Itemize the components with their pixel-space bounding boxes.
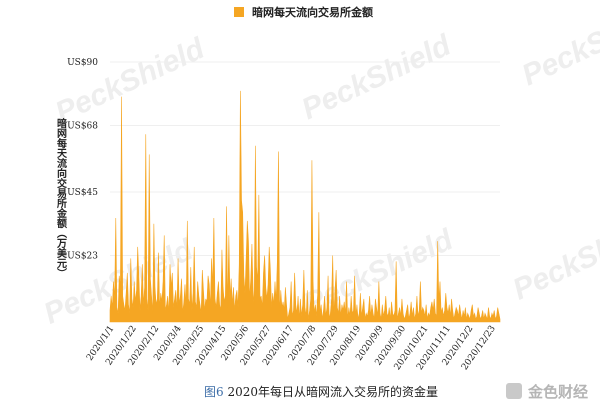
y-tick-label: US$90 [67, 58, 98, 68]
logo-icon [506, 383, 522, 399]
y-tick-label: US$23 [67, 252, 98, 262]
gridlines [110, 61, 500, 257]
y-tick-label: US$45 [67, 188, 98, 198]
watermark-text: PeckShield [297, 28, 457, 126]
y-axis: US$23 US$45 US$68 US$90 [67, 58, 98, 262]
series-area-path [109, 90, 501, 323]
figure-title: 2020年每日从暗网流入交易所的资金量 [224, 384, 438, 399]
y-tick-label: US$68 [67, 122, 98, 132]
watermark-text: PeckShield [508, 209, 600, 307]
x-axis: 2020/1/12020/1/222020/2/122020/3/42020/3… [85, 324, 498, 372]
logo-text: 金色财经 [527, 383, 588, 401]
figure-number: 图6 [204, 385, 224, 399]
watermark-text: PeckShield [517, 0, 600, 92]
logo-watermark: 金色财经 [506, 383, 588, 401]
legend-label: 暗网每天流向交易所金额 [252, 5, 373, 19]
watermark-text: PeckShield [50, 32, 210, 130]
figure-caption: 图6 2020年每日从暗网流入交易所的资金量 [204, 384, 438, 399]
caption: 图6 2020年每日从暗网流入交易所的资金量 [204, 384, 438, 399]
y-axis-title: 暗网每天流向交易所金额（万美元） [55, 117, 68, 278]
series-area [109, 90, 501, 323]
legend-swatch [234, 7, 244, 17]
legend: 暗网每天流向交易所金额 [234, 5, 373, 19]
